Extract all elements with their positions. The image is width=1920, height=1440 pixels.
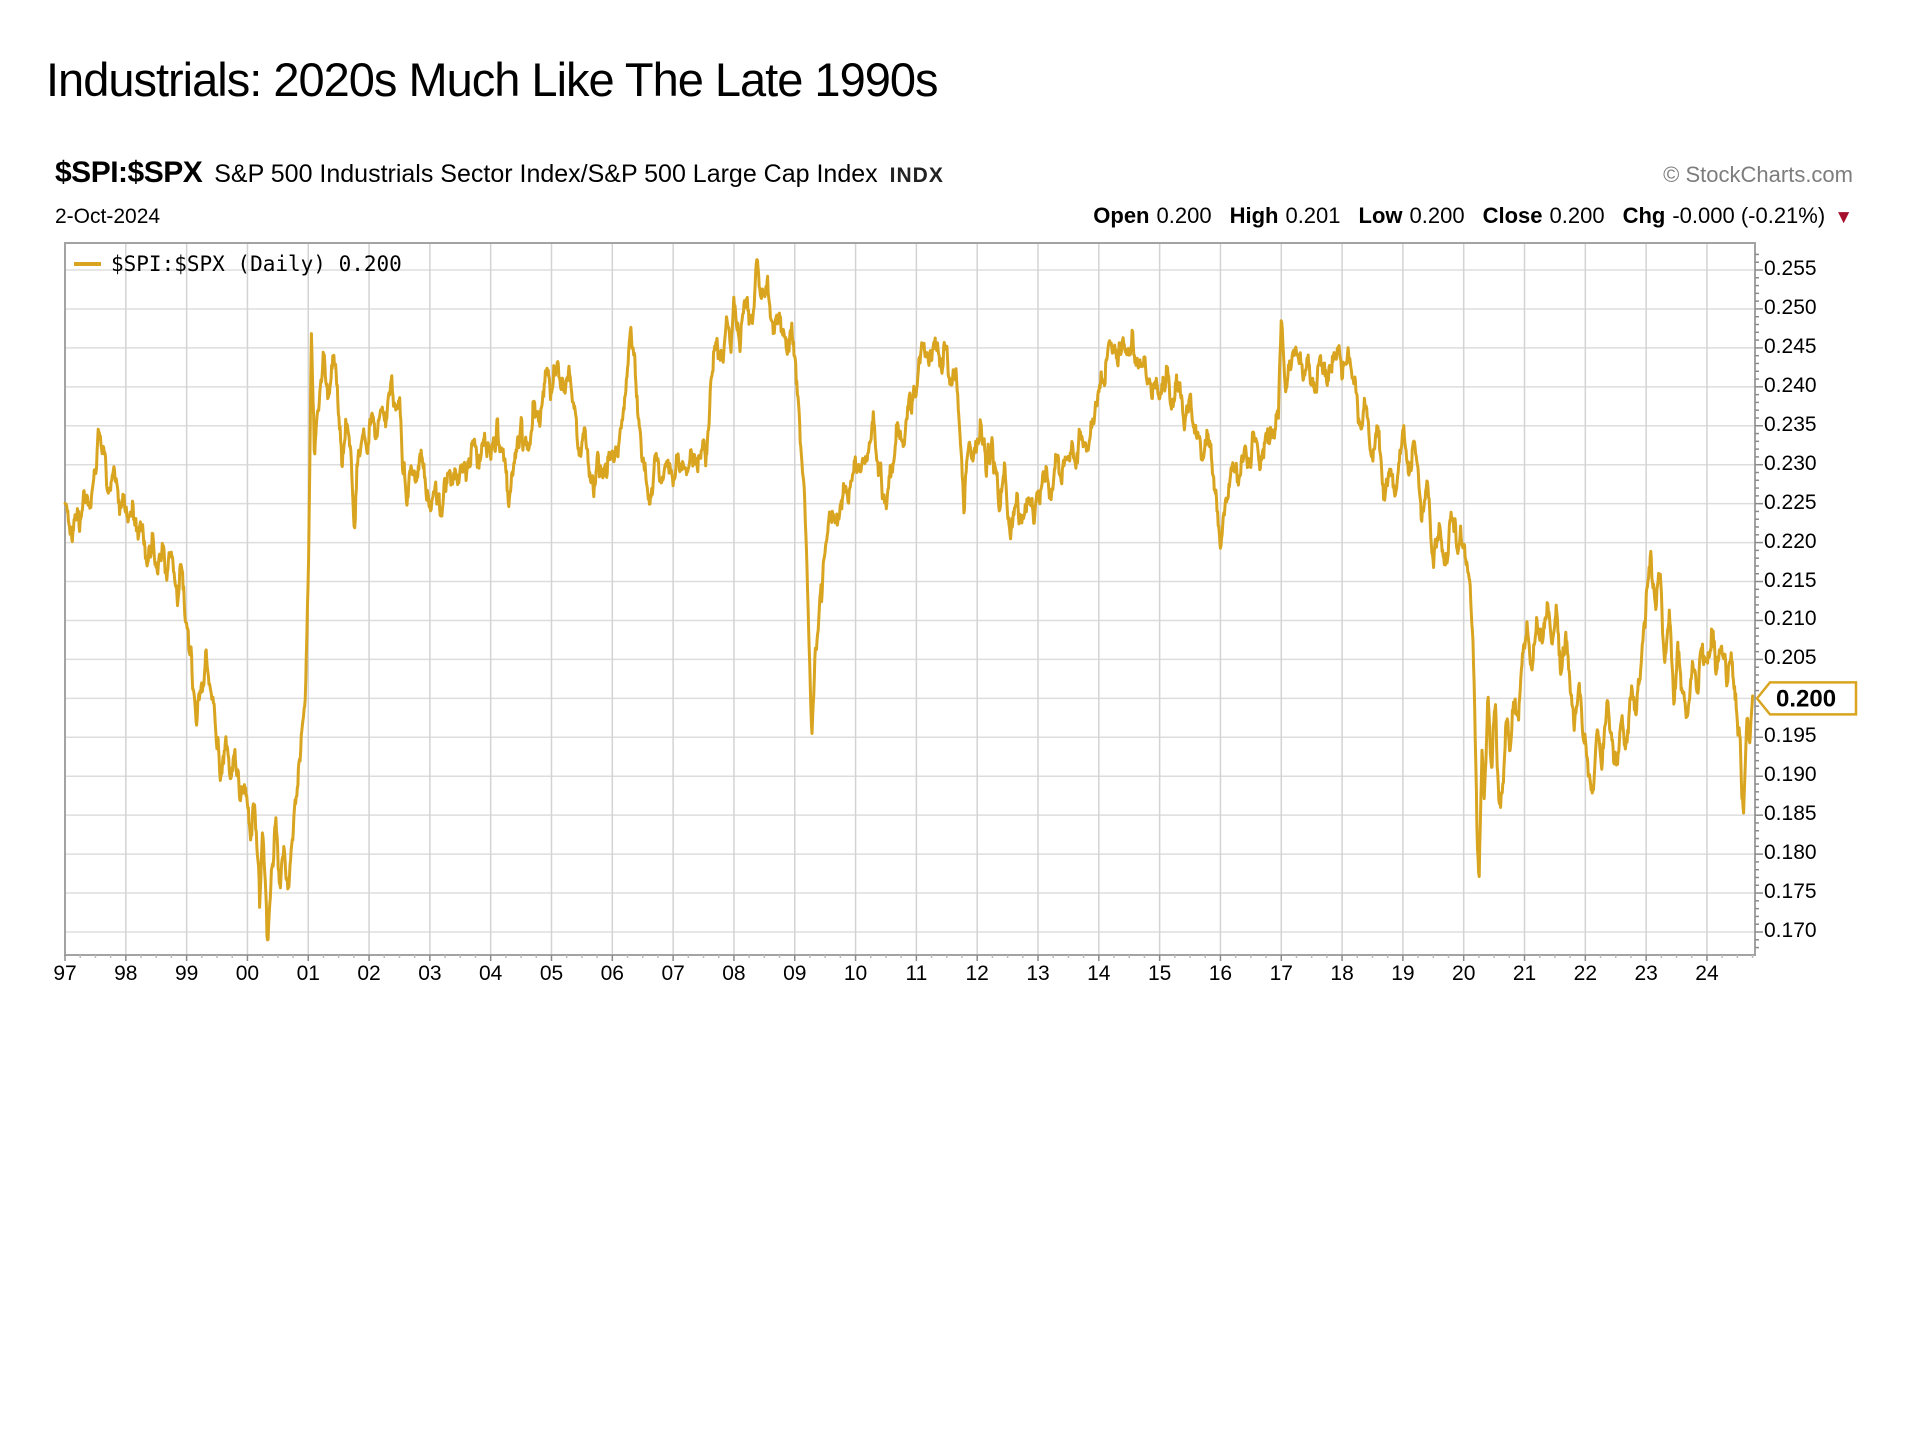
x-axis-label: 04 [479,962,503,985]
y-axis-label: 0.215 [1764,568,1817,592]
x-axis-label: 06 [600,962,624,985]
x-axis-label: 05 [539,962,564,985]
x-axis-label: 08 [722,962,746,985]
legend-line-swatch [74,262,101,266]
x-axis-label: 98 [114,962,138,985]
x-axis-label: 13 [1026,962,1050,985]
y-axis-label: 0.170 [1764,919,1817,942]
y-axis-label: 0.220 [1764,529,1817,553]
y-axis-label: 0.185 [1764,802,1817,826]
close-label: Close [1482,203,1543,228]
x-axis-label: 15 [1147,962,1172,985]
x-axis-label: 18 [1330,962,1354,985]
y-axis-label: 0.255 [1764,257,1817,280]
x-axis-label: 12 [965,962,989,985]
y-axis-label: 0.190 [1764,763,1817,787]
ticker-symbol: $SPI:$SPX [55,156,203,189]
low-label: Low [1358,203,1403,228]
last-price-callout [1755,681,1858,716]
x-axis-label: 09 [783,962,807,985]
quote-strip: Open 0.200 High 0.201 Low 0.200 Close 0.… [1093,203,1853,229]
chg-label: Chg [1622,203,1666,228]
chg-value: -0.000 (-0.21%) [1672,203,1826,228]
last-price-value: 0.200 [1776,685,1836,712]
x-axis-label: 19 [1391,962,1415,985]
x-axis-label: 22 [1573,962,1597,985]
x-axis-label: 00 [235,962,260,985]
high-label: High [1229,203,1279,228]
open-value: 0.200 [1156,203,1212,228]
y-axis-label: 0.180 [1764,841,1817,865]
x-axis-label: 20 [1452,962,1476,985]
y-axis-label: 0.240 [1764,373,1817,397]
x-axis-label: 16 [1208,962,1233,985]
quote-date: 2-Oct-2024 [55,205,161,228]
y-axis-label: 0.250 [1764,295,1817,319]
down-arrow-icon: ▼ [1834,207,1853,228]
x-axis-label: 97 [53,962,77,985]
y-axis-label: 0.205 [1764,646,1817,670]
quote-row: 2-Oct-2024 Open 0.200 High 0.201 Low 0.2… [55,203,1853,229]
y-axis-label: 0.210 [1764,607,1817,631]
stockcharts-credit: © StockCharts.com [1663,162,1853,187]
page-title: Industrials: 2020s Much Like The Late 19… [46,53,938,106]
x-axis-label: 03 [418,962,442,985]
y-axis-label: 0.225 [1764,490,1817,514]
y-axis-label: 0.235 [1764,412,1817,436]
x-axis-label: 99 [174,962,199,985]
y-axis-label: 0.195 [1764,724,1817,748]
x-axis-label: 11 [905,962,928,985]
x-axis-label: 17 [1269,962,1293,985]
open-label: Open [1093,203,1150,228]
chart-header: $SPI:$SPX S&P 500 Industrials Sector Ind… [55,156,1853,190]
y-axis-label: 0.175 [1764,880,1817,904]
low-value: 0.200 [1409,203,1465,228]
x-axis-label: 14 [1087,962,1111,985]
y-axis-label: 0.245 [1764,334,1817,358]
x-axis-label: 21 [1512,962,1537,985]
x-axis-label: 01 [296,962,320,985]
x-axis-label: 24 [1695,962,1719,985]
legend-label: $SPI:$SPX (Daily) 0.200 [111,252,402,276]
legend: $SPI:$SPX (Daily) 0.200 [74,252,402,276]
ticker-description: S&P 500 Industrials Sector Index/S&P 500… [214,160,878,188]
x-axis-label: 10 [843,962,868,985]
high-value: 0.201 [1285,203,1341,228]
y-axis-label: 0.230 [1764,451,1817,475]
spi-spx-ratio-line [63,258,1755,942]
close-value: 0.200 [1549,203,1605,228]
x-axis-label: 23 [1634,962,1658,985]
exchange-label: INDX [889,164,944,187]
x-axis-label: 07 [661,962,685,985]
x-axis-label: 02 [357,962,381,985]
